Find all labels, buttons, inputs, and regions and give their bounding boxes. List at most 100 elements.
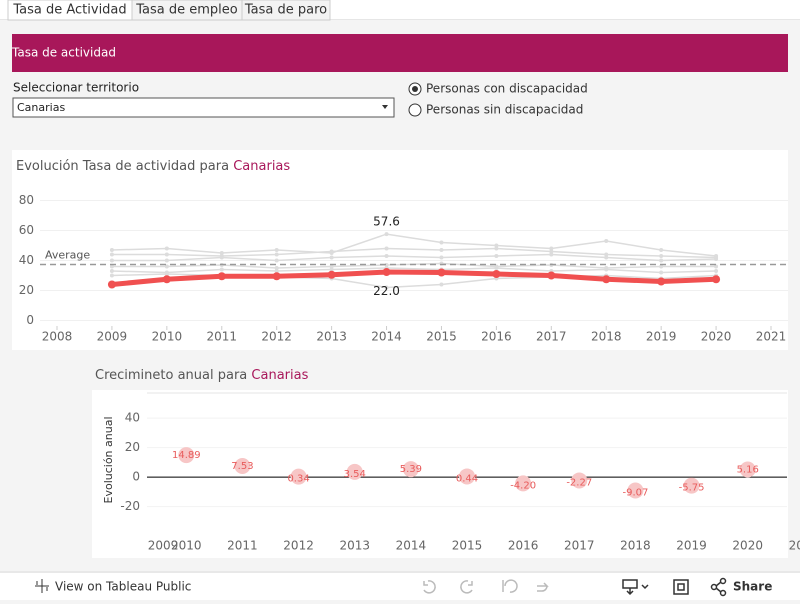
background-point — [164, 272, 169, 276]
x-tick-label: 2018 — [620, 539, 651, 553]
series-point — [547, 271, 556, 280]
growth-point — [178, 447, 195, 464]
tab[interactable] — [241, 0, 331, 21]
background-point — [109, 258, 114, 263]
x-tick-label: 2019 — [676, 539, 707, 553]
background-point — [164, 258, 169, 263]
toolbar — [0, 573, 800, 600]
x-tick-label: 2010 — [152, 330, 183, 344]
background-point — [274, 266, 279, 270]
y-tick-label: 20 — [19, 283, 34, 297]
series-point — [712, 275, 721, 284]
toolbar-icons — [423, 579, 549, 594]
x-tick-label: 2014 — [371, 330, 402, 344]
background-point — [109, 252, 114, 257]
y-tick-label: 0 — [26, 313, 34, 327]
background-line — [111, 253, 717, 262]
background-point — [384, 285, 389, 290]
series-point — [382, 268, 391, 277]
growth-point — [683, 477, 700, 494]
chart-panel — [92, 390, 788, 558]
background-point — [274, 248, 279, 252]
growth-point — [515, 475, 532, 492]
x-tick-label: 2017 — [536, 330, 567, 344]
chart-title: Crecimineto anual para Canarias — [95, 368, 309, 383]
y-tick-label: 40 — [125, 411, 140, 425]
dropdown-arrow — [382, 105, 388, 109]
series-point — [327, 270, 336, 279]
radio[interactable] — [408, 103, 422, 117]
background-point — [494, 254, 499, 258]
background-point — [109, 273, 114, 278]
view-link[interactable]: View on Tableau Public — [55, 580, 191, 594]
chart-title-text: Crecimineto anual para — [95, 368, 247, 383]
background-point — [659, 254, 664, 258]
background-point — [549, 246, 554, 251]
series-point — [437, 268, 446, 277]
background-point — [714, 264, 719, 269]
value-label: 5.39 — [400, 464, 422, 475]
value-label: 5.16 — [737, 465, 759, 476]
x-tick-label: 2011 — [206, 330, 237, 344]
y-tick-label: 0 — [132, 470, 140, 484]
background-point — [549, 252, 554, 257]
background-point — [219, 267, 224, 272]
chart-title-territory: Canarias — [233, 159, 290, 174]
series-point — [657, 277, 666, 286]
dropdown-value: Canarias — [17, 101, 65, 114]
background-point — [329, 267, 334, 272]
x-tick-label: 2021 — [789, 539, 800, 553]
background-line — [111, 233, 717, 257]
background-point — [219, 251, 224, 255]
background-point — [714, 257, 719, 261]
background-point — [164, 264, 169, 269]
y-tick-label: 60 — [19, 223, 34, 237]
average-label: Average — [45, 249, 90, 262]
chart-title: Evolución Tasa de actividad para Canaria… — [16, 159, 290, 174]
background-point — [439, 240, 444, 245]
x-tick-label: 2016 — [508, 539, 539, 553]
background-point — [274, 252, 279, 257]
dropdown[interactable] — [12, 97, 395, 118]
x-tick-label: 2015 — [452, 539, 483, 553]
background-point — [549, 249, 554, 254]
toolbar-actions[interactable] — [622, 577, 727, 597]
radio-dot — [412, 86, 418, 92]
background-point — [494, 246, 499, 251]
value-label: 3.54 — [344, 469, 366, 480]
growth-point — [346, 463, 363, 480]
y-tick-label: 80 — [19, 193, 34, 207]
y-tick-label: -20 — [120, 499, 140, 513]
y-tick-label: 20 — [125, 440, 140, 454]
x-tick-label: 2012 — [261, 330, 292, 344]
x-tick-label: 2021 — [756, 330, 787, 344]
x-tick-label: 2019 — [646, 330, 677, 344]
share-button[interactable]: Share — [733, 580, 772, 594]
background-point — [219, 255, 224, 260]
growth-point — [571, 472, 588, 489]
radio-label: Personas sin discapacidad — [426, 103, 583, 117]
x-tick-label: 2014 — [396, 539, 427, 553]
background-point — [714, 269, 719, 273]
background-point — [384, 232, 389, 237]
background-point — [494, 266, 499, 270]
series-point — [217, 272, 226, 281]
background-point — [659, 270, 664, 275]
background-point — [329, 264, 334, 269]
background-point — [439, 248, 444, 252]
y-axis-label: Evolución anual — [102, 416, 115, 503]
x-tick-label: 2018 — [591, 330, 622, 344]
series-point — [272, 272, 281, 281]
growth-point — [234, 458, 251, 475]
x-tick-label: 2016 — [481, 330, 512, 344]
x-tick-label: 2008 — [42, 330, 73, 344]
header-bar — [12, 34, 788, 72]
tableau-icon — [35, 579, 49, 593]
background-point — [109, 248, 114, 252]
value-label: 14.89 — [172, 450, 201, 461]
growth-point — [402, 461, 419, 478]
x-tick-label: 2013 — [339, 539, 370, 553]
value-label: 7.53 — [231, 461, 253, 472]
background-point — [604, 252, 609, 257]
